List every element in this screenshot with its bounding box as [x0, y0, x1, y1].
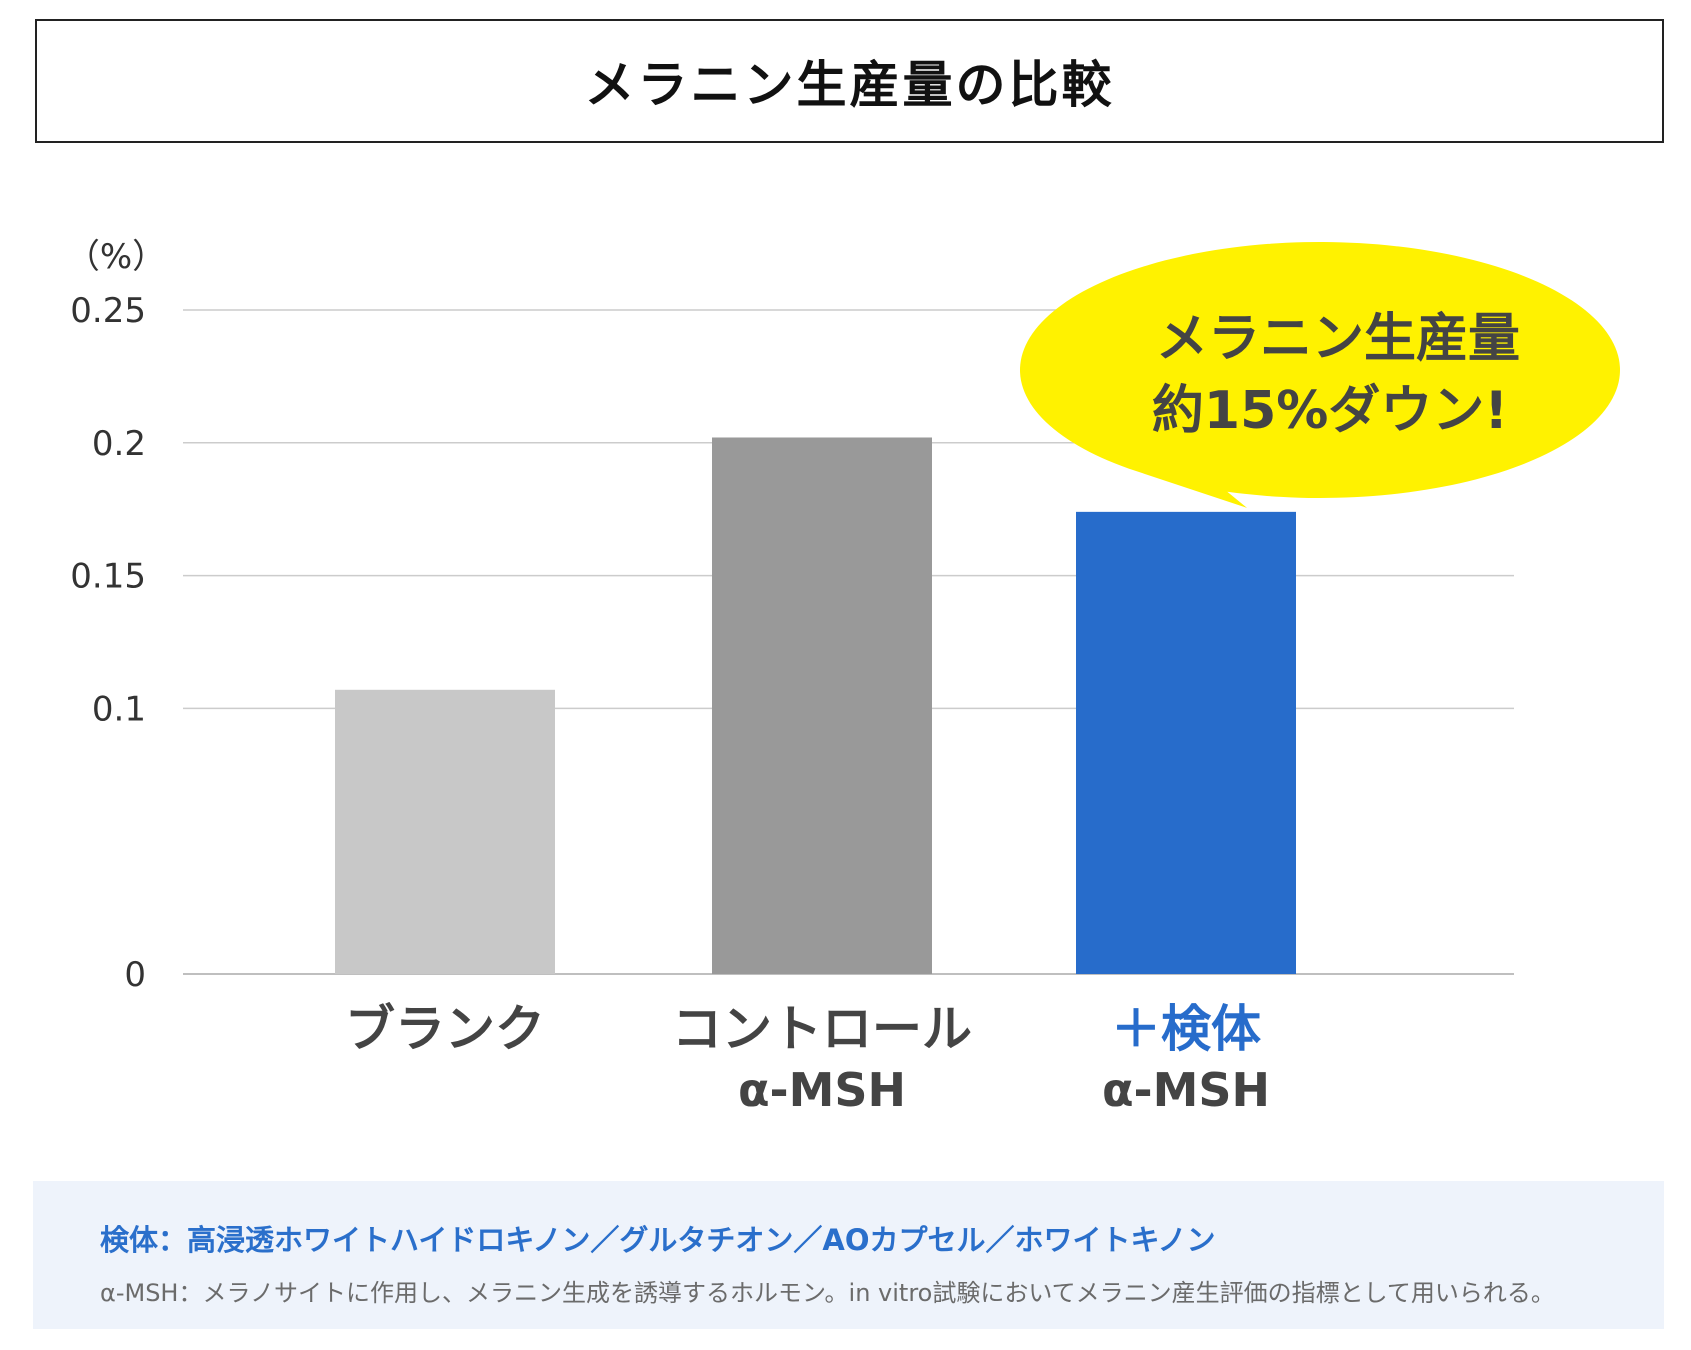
callout-bubble-shape [1019, 242, 1620, 508]
note-sample-description: 検体：高浸透ホワイトハイドロキノン／グルタチオン／AOカプセル／ホワイトキノン [100, 1223, 1216, 1257]
bar-1 [335, 689, 555, 974]
y-tick-label: 0.25 [70, 291, 146, 331]
y-axis-ticks: 0 0.1 0.15 0.2 0.25 [70, 291, 146, 995]
bar-chart: 00.10.150.20.25 （%） ブランク コントロールα-MSH＋検体α-… [66, 237, 1620, 1117]
notes-box: 検体：高浸透ホワイトハイドロキノン／グルタチオン／AOカプセル／ホワイトキノン … [33, 1181, 1664, 1329]
bar-3 [1076, 511, 1296, 974]
chart-title: メラニン生産量の比較 [584, 56, 1115, 114]
callout-text-line2: 約15%ダウン! [1152, 381, 1508, 441]
y-tick-label: 0.15 [70, 557, 146, 597]
bars [335, 437, 1296, 974]
callout-bubble: メラニン生産量 約15%ダウン! [1019, 242, 1620, 508]
x-label-line1: ブランク [345, 1000, 545, 1058]
x-label-line2: α-MSH [738, 1063, 906, 1117]
title-box: メラニン生産量の比較 [35, 19, 1664, 143]
y-tick-label: 0.2 [92, 424, 146, 464]
bar-2 [712, 437, 932, 974]
note-msh-description: α-MSH：メラノサイトに作用し、メラニン生成を誘導するホルモン。in vitr… [100, 1279, 1555, 1307]
x-label-line1: コントロール [672, 1000, 972, 1058]
y-tick-label: 0 [124, 955, 146, 995]
x-label-line1: ＋検体 [1111, 1000, 1261, 1058]
y-tick-label: 0.1 [92, 689, 146, 729]
y-axis-unit-label: （%） [66, 237, 166, 277]
callout-text-line1: メラニン生産量 [1156, 309, 1520, 369]
x-label-line2: α-MSH [1102, 1063, 1270, 1117]
